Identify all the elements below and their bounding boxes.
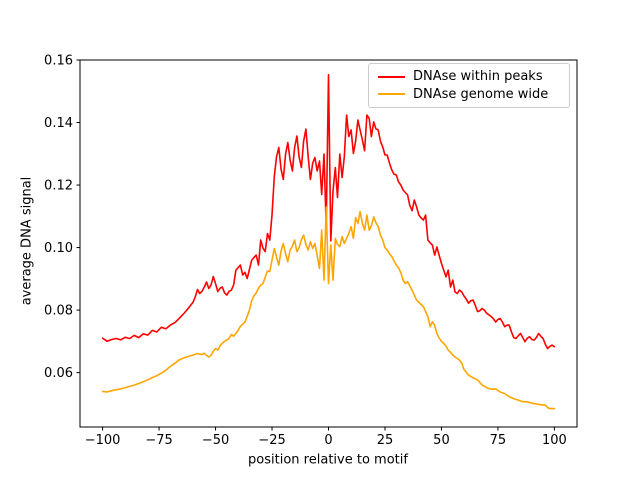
y-tick-label: 0.08 <box>44 304 73 319</box>
y-tick-label: 0.14 <box>44 116 73 131</box>
series-line-1 <box>101 206 556 410</box>
legend: DNAse within peaks DNAse genome wide <box>368 63 570 108</box>
x-tick-label: −25 <box>258 433 285 448</box>
y-tick-label: 0.10 <box>44 241 73 256</box>
y-tick-label: 0.16 <box>44 54 73 69</box>
y-tick-label: 0.06 <box>44 366 73 381</box>
legend-label: DNAse genome wide <box>413 86 549 102</box>
orange-line-swatch <box>378 93 405 96</box>
legend-label: DNAse within peaks <box>413 69 543 85</box>
y-tick-label: 0.12 <box>44 179 73 194</box>
series-line-0 <box>101 73 556 350</box>
x-tick-label: −100 <box>85 433 121 448</box>
red-line-swatch <box>378 75 405 78</box>
x-tick-label: 25 <box>377 433 394 448</box>
x-tick-label: 50 <box>433 433 450 448</box>
x-axis-label: position relative to motif <box>248 452 408 468</box>
x-tick-label: 75 <box>490 433 507 448</box>
x-tick-label: −75 <box>145 433 172 448</box>
legend-item-dnase-genome-wide: DNAse genome wide <box>378 86 559 104</box>
x-tick-label: −50 <box>202 433 229 448</box>
y-axis-label: average DNA signal <box>19 176 35 306</box>
x-tick-label: 100 <box>542 433 567 448</box>
legend-item-dnase-within-peaks: DNAse within peaks <box>378 68 559 86</box>
x-tick-label: 0 <box>324 433 332 448</box>
